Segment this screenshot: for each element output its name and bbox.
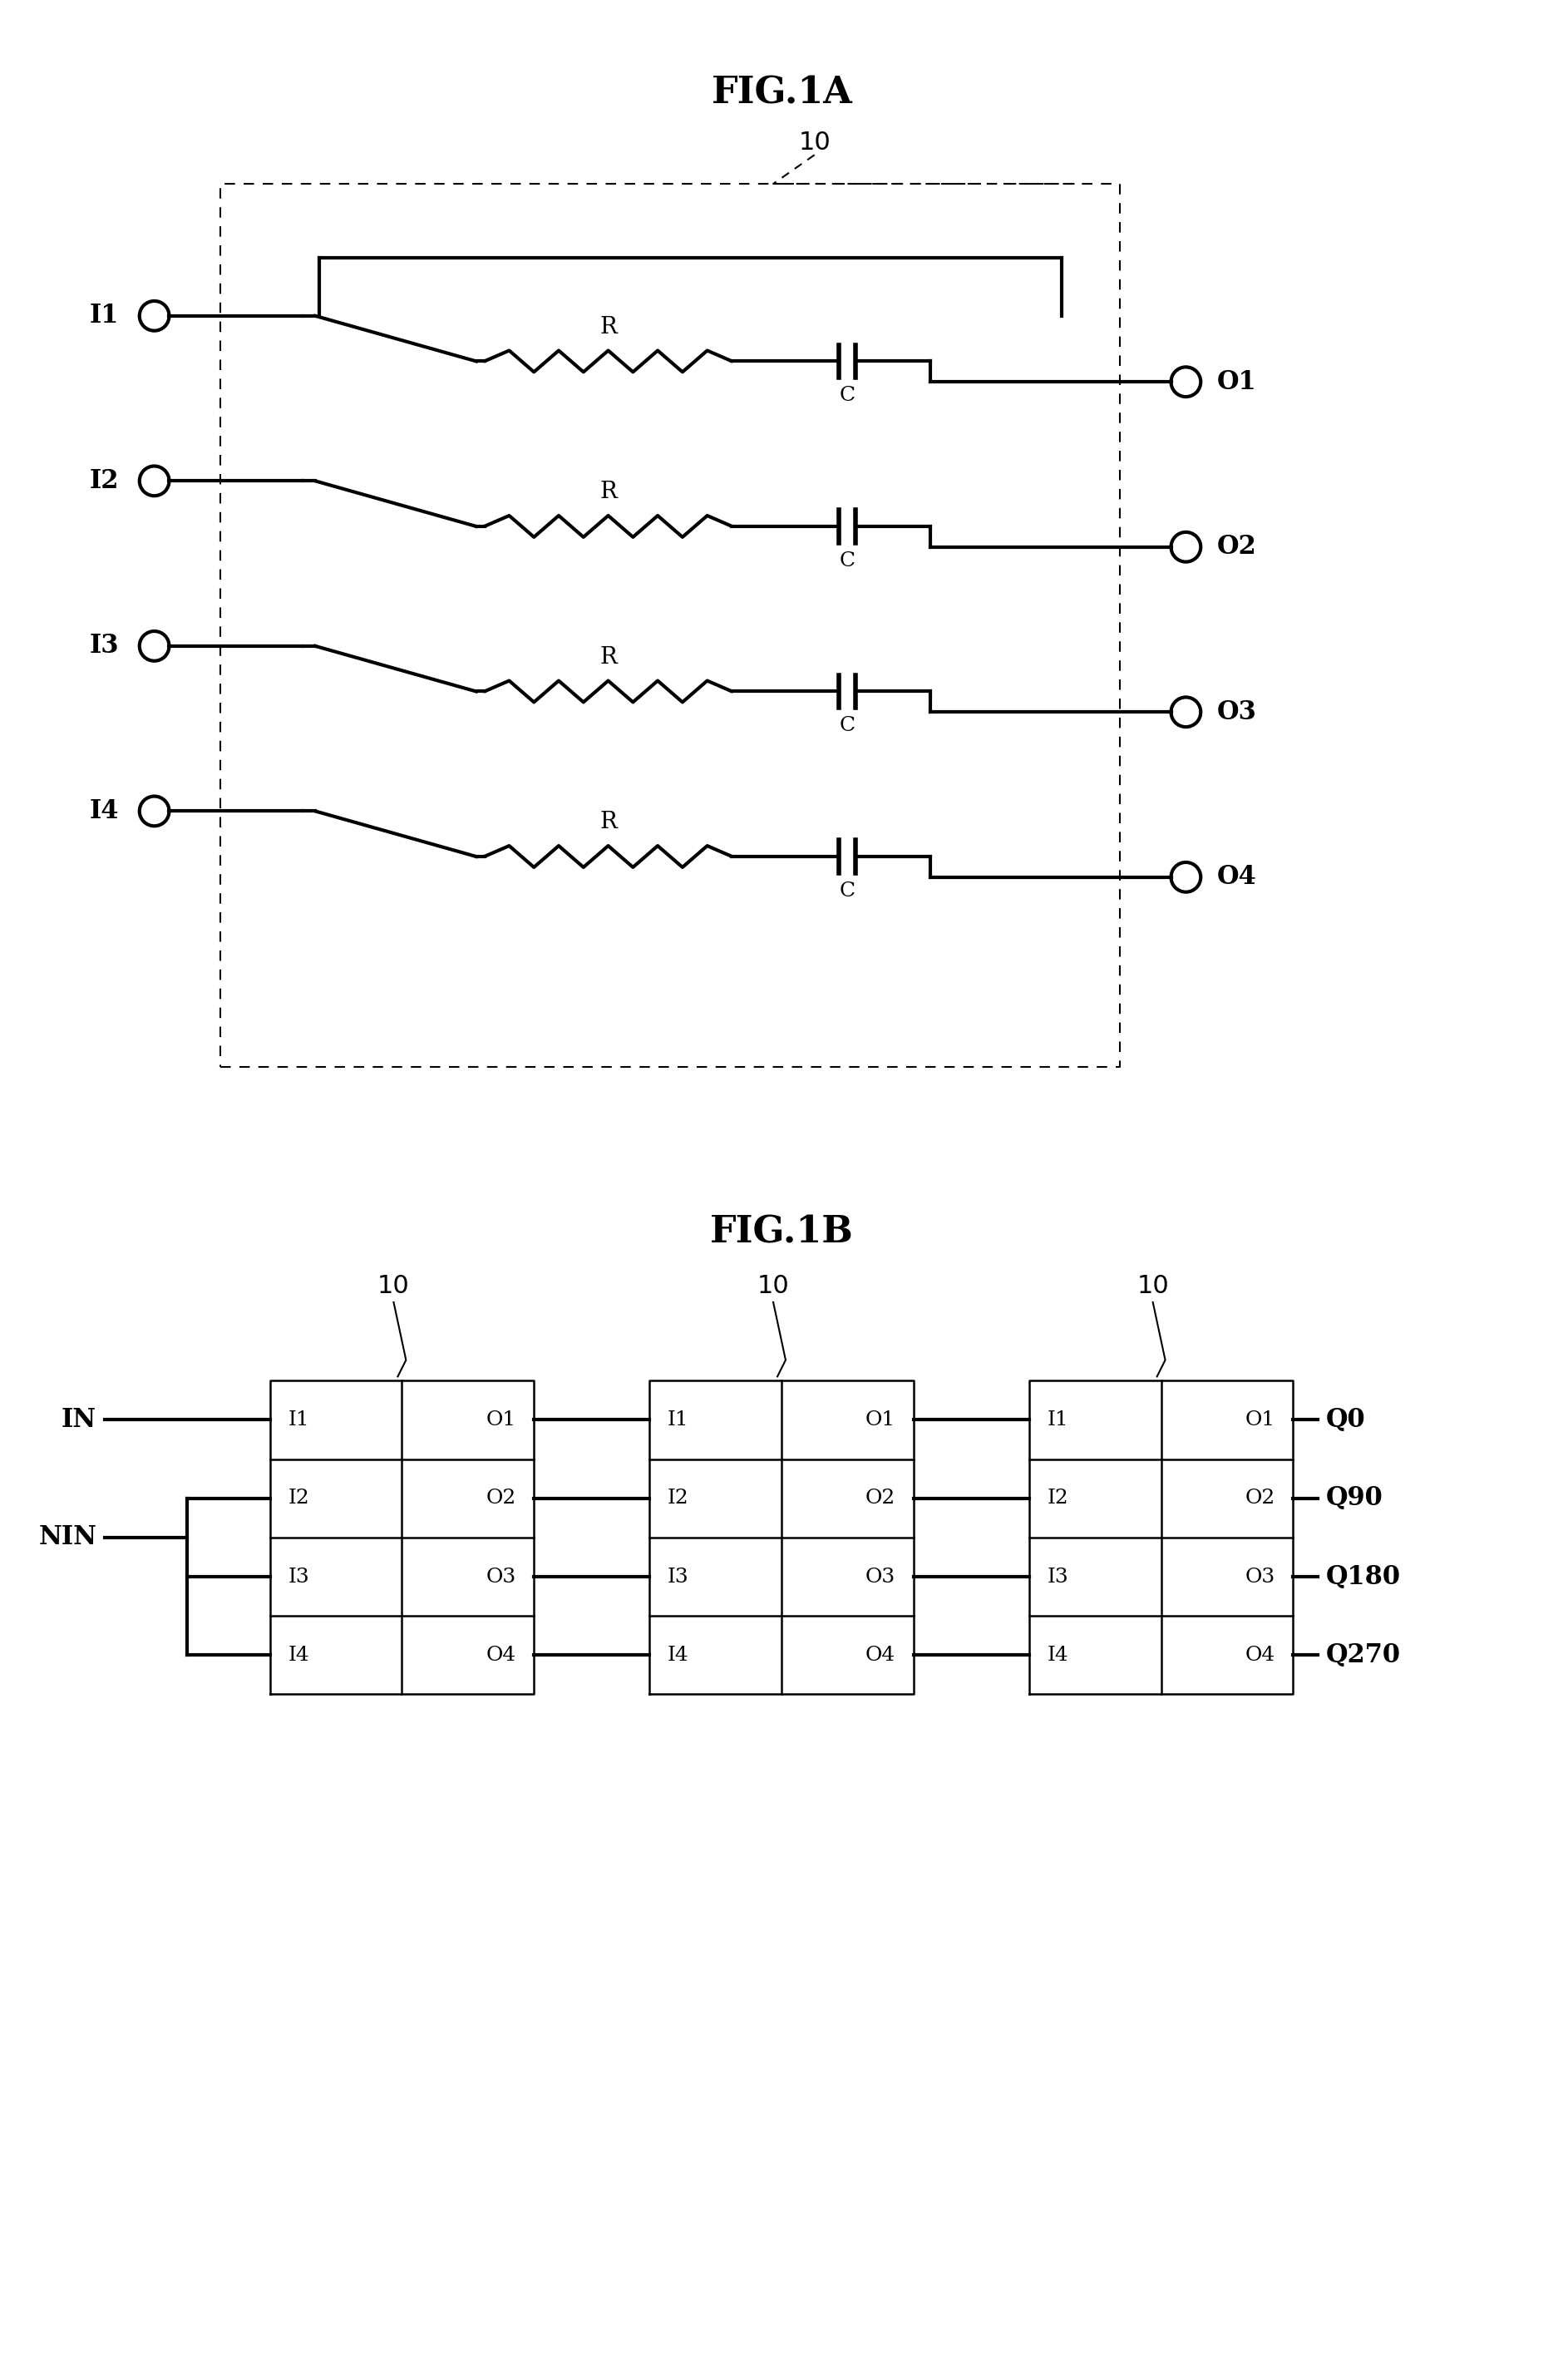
- Text: 10: 10: [1136, 1273, 1169, 1297]
- Text: FIG.1A: FIG.1A: [711, 76, 852, 112]
- Text: I2: I2: [1047, 1490, 1068, 1509]
- Text: I2: I2: [667, 1490, 689, 1509]
- Text: Q270: Q270: [1325, 1642, 1400, 1668]
- Text: I3: I3: [1047, 1566, 1068, 1587]
- Text: O3: O3: [486, 1566, 516, 1587]
- Text: I4: I4: [667, 1645, 689, 1664]
- Text: O4: O4: [486, 1645, 516, 1664]
- Text: O3: O3: [864, 1566, 896, 1587]
- Text: I4: I4: [288, 1645, 309, 1664]
- Text: O3: O3: [1216, 700, 1257, 726]
- Text: Q180: Q180: [1325, 1564, 1400, 1590]
- Text: O4: O4: [1244, 1645, 1274, 1664]
- Text: IN: IN: [61, 1407, 97, 1433]
- Text: I1: I1: [1047, 1411, 1068, 1430]
- Text: NIN: NIN: [39, 1526, 97, 1549]
- Text: 10: 10: [799, 131, 830, 155]
- Text: O3: O3: [1244, 1566, 1274, 1587]
- Text: FIG.1B: FIG.1B: [710, 1214, 853, 1250]
- Text: I2: I2: [89, 469, 119, 493]
- Text: I4: I4: [1047, 1645, 1068, 1664]
- Text: O2: O2: [864, 1490, 896, 1509]
- Text: O1: O1: [486, 1411, 516, 1430]
- Text: O4: O4: [864, 1645, 896, 1664]
- Text: C: C: [839, 881, 855, 900]
- Text: O1: O1: [1244, 1411, 1274, 1430]
- Text: O2: O2: [1216, 533, 1257, 559]
- Text: R: R: [599, 812, 616, 833]
- Text: Q90: Q90: [1325, 1485, 1383, 1511]
- Text: I3: I3: [89, 633, 119, 659]
- Text: R: R: [599, 481, 616, 502]
- Text: Q0: Q0: [1325, 1407, 1364, 1433]
- Text: I3: I3: [667, 1566, 689, 1587]
- Text: R: R: [599, 317, 616, 338]
- Text: 10: 10: [377, 1273, 410, 1297]
- Text: O2: O2: [486, 1490, 516, 1509]
- Text: C: C: [839, 386, 855, 405]
- Text: O1: O1: [1216, 369, 1257, 395]
- Text: I1: I1: [288, 1411, 309, 1430]
- Text: I2: I2: [288, 1490, 309, 1509]
- Text: C: C: [839, 716, 855, 735]
- Text: R: R: [599, 645, 616, 669]
- Text: O1: O1: [864, 1411, 896, 1430]
- Text: I1: I1: [667, 1411, 689, 1430]
- Text: O4: O4: [1216, 864, 1257, 890]
- Text: 10: 10: [756, 1273, 789, 1297]
- Text: I3: I3: [288, 1566, 309, 1587]
- Text: I1: I1: [89, 302, 119, 328]
- Text: C: C: [839, 552, 855, 571]
- Text: I4: I4: [89, 797, 119, 823]
- Text: O2: O2: [1244, 1490, 1274, 1509]
